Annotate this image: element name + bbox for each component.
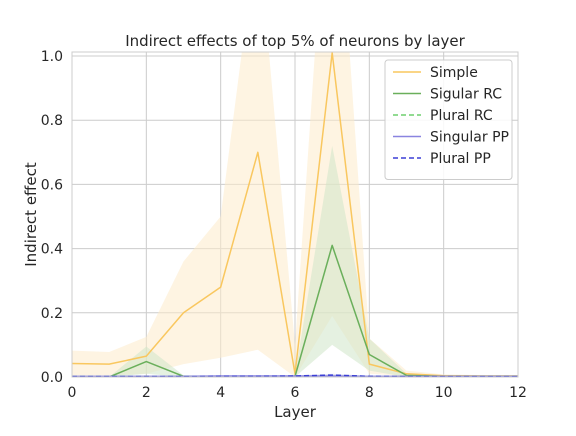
y-tick-label: 0.4 (41, 242, 63, 258)
x-axis-label: Layer (274, 403, 317, 421)
x-tick-label: 8 (365, 385, 374, 401)
x-tick-label: 4 (216, 385, 225, 401)
y-tick-labels: 0.0 0.2 0.4 0.6 0.8 1.0 (41, 49, 63, 386)
y-axis-label: Indirect effect (22, 162, 40, 267)
y-tick-label: 0.2 (41, 306, 63, 322)
y-tick-label: 0.8 (41, 113, 63, 129)
y-tick-label: 0.6 (41, 177, 63, 193)
y-tick-label: 0.0 (41, 370, 63, 386)
legend: Simple Sigular RC Plural RC Singular PP Plur… (385, 60, 512, 180)
legend-label: Singular PP (430, 130, 509, 146)
x-tick-labels: 0 2 4 6 8 10 12 (68, 385, 527, 401)
legend-label: Plural RC (430, 108, 493, 124)
x-tick-label: 10 (435, 385, 453, 401)
legend-label: Plural PP (430, 151, 491, 167)
legend-label: Sigular RC (430, 87, 502, 103)
y-tick-label: 1.0 (41, 49, 63, 65)
x-tick-label: 0 (68, 385, 77, 401)
legend-label: Simple (430, 65, 478, 81)
chart-title: Indirect effects of top 5% of neurons by… (125, 32, 465, 50)
x-tick-label: 2 (142, 385, 151, 401)
x-tick-label: 12 (509, 385, 527, 401)
x-tick-label: 6 (291, 385, 300, 401)
